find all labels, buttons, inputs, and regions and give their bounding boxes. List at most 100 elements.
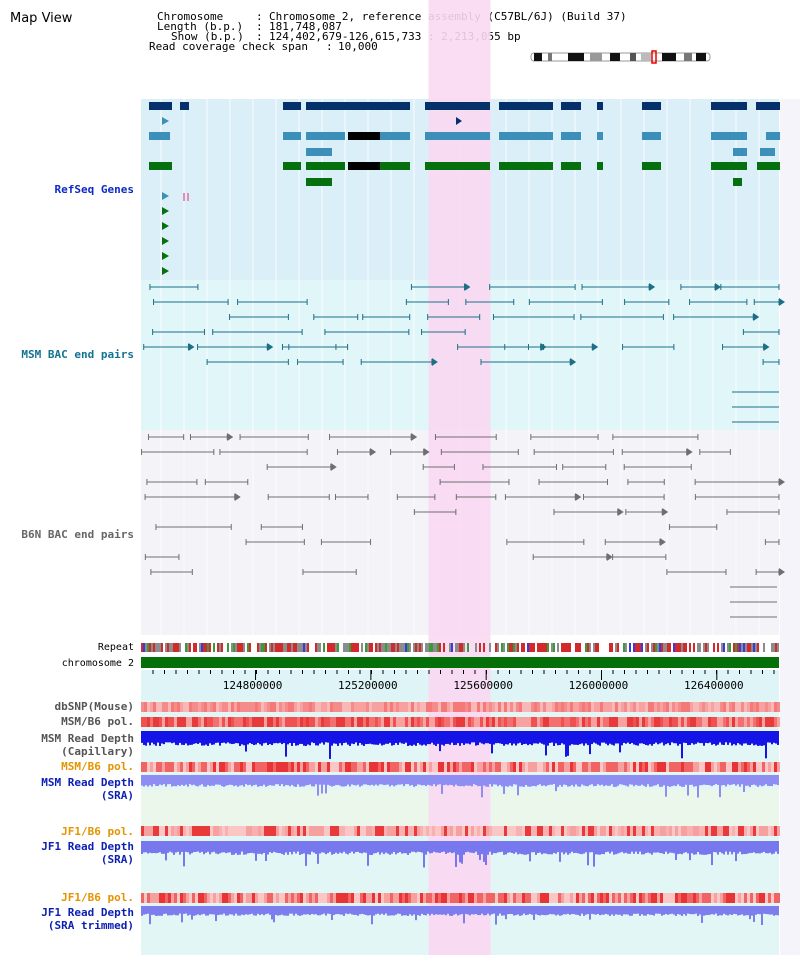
depth-bar bbox=[311, 906, 313, 914]
depth-bar bbox=[251, 906, 253, 914]
heat-cell bbox=[435, 826, 438, 836]
depth-bar bbox=[411, 731, 413, 746]
depth-bar bbox=[631, 906, 633, 916]
heat-cell bbox=[615, 717, 618, 727]
depth-bar bbox=[211, 906, 213, 915]
depth-bar bbox=[379, 775, 381, 785]
heat-cell bbox=[669, 762, 672, 772]
heat-cell bbox=[492, 717, 495, 727]
depth-bar bbox=[191, 775, 193, 786]
heat-cell bbox=[474, 702, 477, 712]
depth-bar bbox=[593, 731, 595, 743]
depth-bar bbox=[667, 906, 669, 915]
repeat-segment bbox=[399, 643, 401, 652]
repeat-segment bbox=[513, 643, 515, 652]
depth-bar bbox=[385, 906, 387, 914]
depth-bar bbox=[657, 906, 659, 914]
heat-cell bbox=[618, 762, 621, 772]
depth-bar bbox=[561, 906, 563, 916]
depth-bar bbox=[713, 775, 715, 786]
depth-bar bbox=[399, 775, 401, 785]
depth-bar bbox=[287, 775, 289, 786]
depth-bar bbox=[303, 906, 305, 915]
heat-cell bbox=[372, 893, 375, 903]
depth-bar bbox=[567, 841, 569, 855]
heat-cell bbox=[417, 717, 420, 727]
heat-cell bbox=[183, 762, 186, 772]
depth-bar bbox=[273, 841, 275, 852]
heat-cell bbox=[183, 717, 186, 727]
depth-bar bbox=[239, 775, 241, 786]
repeat-segment bbox=[233, 643, 235, 652]
heat-cell bbox=[342, 826, 345, 836]
highlight-region bbox=[428, 0, 491, 955]
heat-cell bbox=[345, 717, 348, 727]
bac-arrow bbox=[370, 448, 377, 456]
depth-bar bbox=[761, 775, 763, 787]
heat-cell bbox=[411, 762, 414, 772]
depth-bar bbox=[471, 775, 473, 787]
heat-cell bbox=[774, 826, 777, 836]
depth-bar bbox=[677, 731, 679, 746]
repeat-segment bbox=[749, 643, 751, 652]
depth-bar bbox=[507, 906, 509, 915]
heat-cell bbox=[618, 702, 621, 712]
depth-bar bbox=[621, 775, 623, 785]
depth-bar bbox=[385, 731, 387, 744]
colon: : bbox=[326, 40, 333, 53]
depth-bar bbox=[341, 906, 343, 915]
heat-cell bbox=[360, 826, 363, 836]
depth-bar bbox=[383, 731, 385, 745]
depth-bar bbox=[199, 775, 201, 786]
depth-bar bbox=[353, 775, 355, 786]
heat-cell bbox=[414, 762, 417, 772]
depth-bar bbox=[757, 906, 759, 914]
depth-bar bbox=[361, 775, 363, 786]
depth-bar bbox=[267, 906, 269, 914]
depth-bar bbox=[447, 841, 449, 853]
heat-cell bbox=[300, 826, 303, 836]
heat-cell bbox=[654, 762, 657, 772]
heat-cell bbox=[621, 717, 624, 727]
heat-cell bbox=[639, 893, 642, 903]
gene-exon bbox=[499, 162, 553, 170]
repeat-segment bbox=[529, 643, 531, 652]
depth-bar bbox=[539, 906, 541, 916]
heat-cell bbox=[615, 893, 618, 903]
depth-bar bbox=[237, 841, 239, 855]
depth-bar bbox=[559, 775, 561, 786]
depth-bar bbox=[305, 731, 307, 746]
heat-cell bbox=[591, 893, 594, 903]
depth-bar bbox=[149, 906, 151, 925]
depth-bar bbox=[449, 841, 451, 853]
heat-cell bbox=[306, 893, 309, 903]
depth-bar bbox=[723, 841, 725, 855]
depth-bar bbox=[141, 906, 143, 916]
heat-cell bbox=[264, 717, 267, 727]
heat-cell bbox=[159, 762, 162, 772]
heat-cell bbox=[369, 826, 372, 836]
depth-bar bbox=[553, 906, 555, 915]
repeat-segment bbox=[641, 643, 643, 652]
depth-bar bbox=[147, 841, 149, 854]
depth-bar bbox=[729, 731, 731, 743]
heat-cell bbox=[291, 717, 294, 727]
heat-cell bbox=[153, 717, 156, 727]
depth-bar bbox=[529, 775, 531, 787]
heat-cell bbox=[528, 826, 531, 836]
heat-cell bbox=[573, 717, 576, 727]
depth-bar bbox=[611, 906, 613, 915]
depth-bar bbox=[285, 731, 287, 757]
heat-cell bbox=[534, 826, 537, 836]
depth-bar bbox=[165, 731, 167, 743]
heat-cell bbox=[378, 893, 381, 903]
chromosome-ideogram[interactable] bbox=[530, 50, 711, 64]
heat-cell bbox=[264, 826, 267, 836]
depth-bar bbox=[513, 841, 515, 854]
depth-bar bbox=[511, 775, 513, 787]
depth-bar bbox=[487, 731, 489, 744]
repeat-segment bbox=[243, 643, 245, 652]
depth-bar bbox=[619, 775, 621, 785]
depth-bar bbox=[645, 841, 647, 854]
